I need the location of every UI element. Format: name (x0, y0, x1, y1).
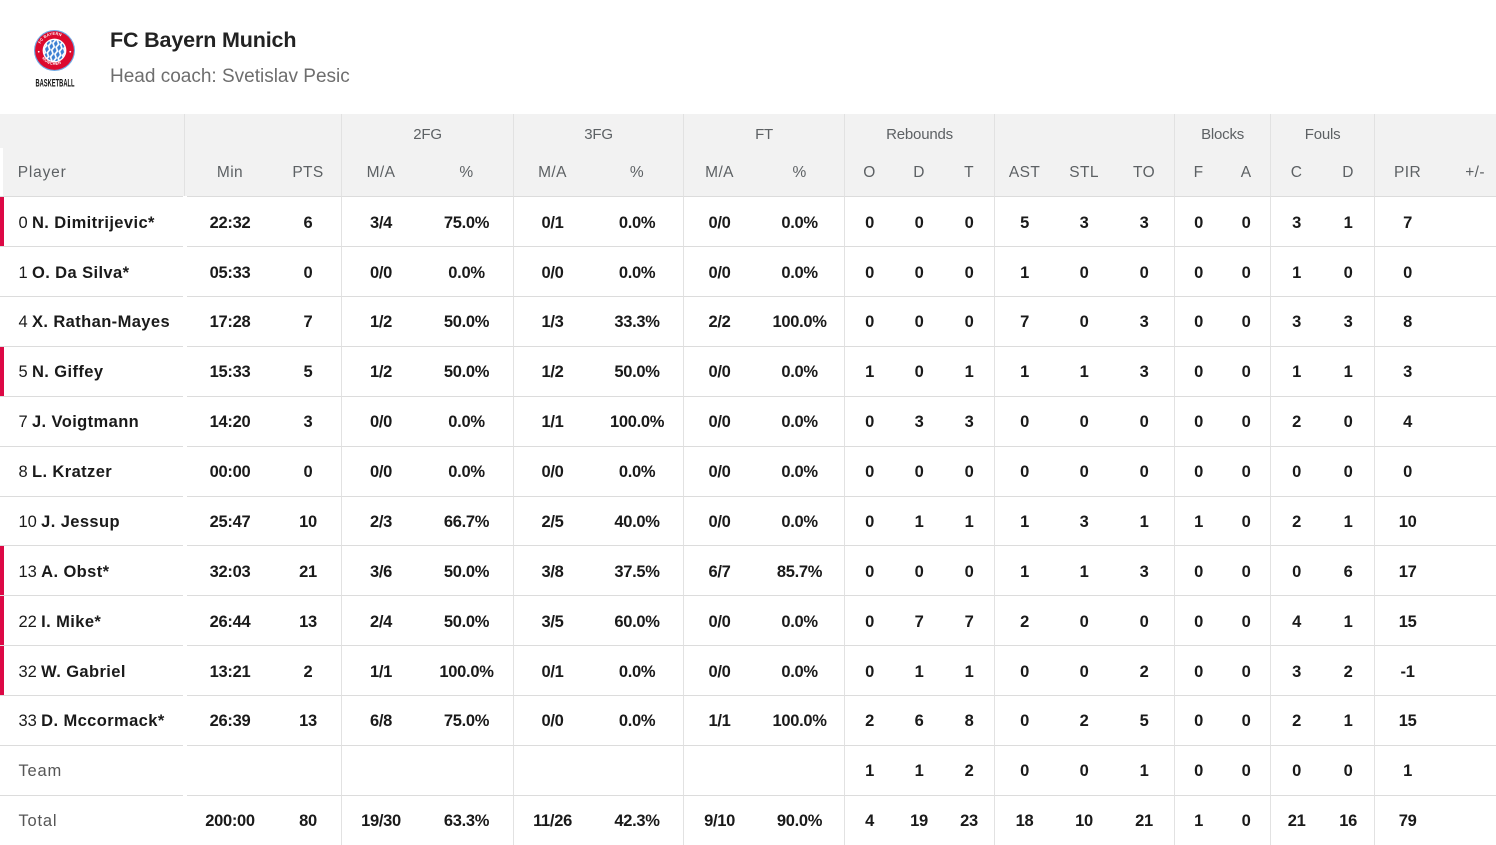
svg-text:MÜNCHEN: MÜNCHEN (41, 56, 62, 67)
svg-text:BASKETBALL: BASKETBALL (35, 76, 74, 89)
